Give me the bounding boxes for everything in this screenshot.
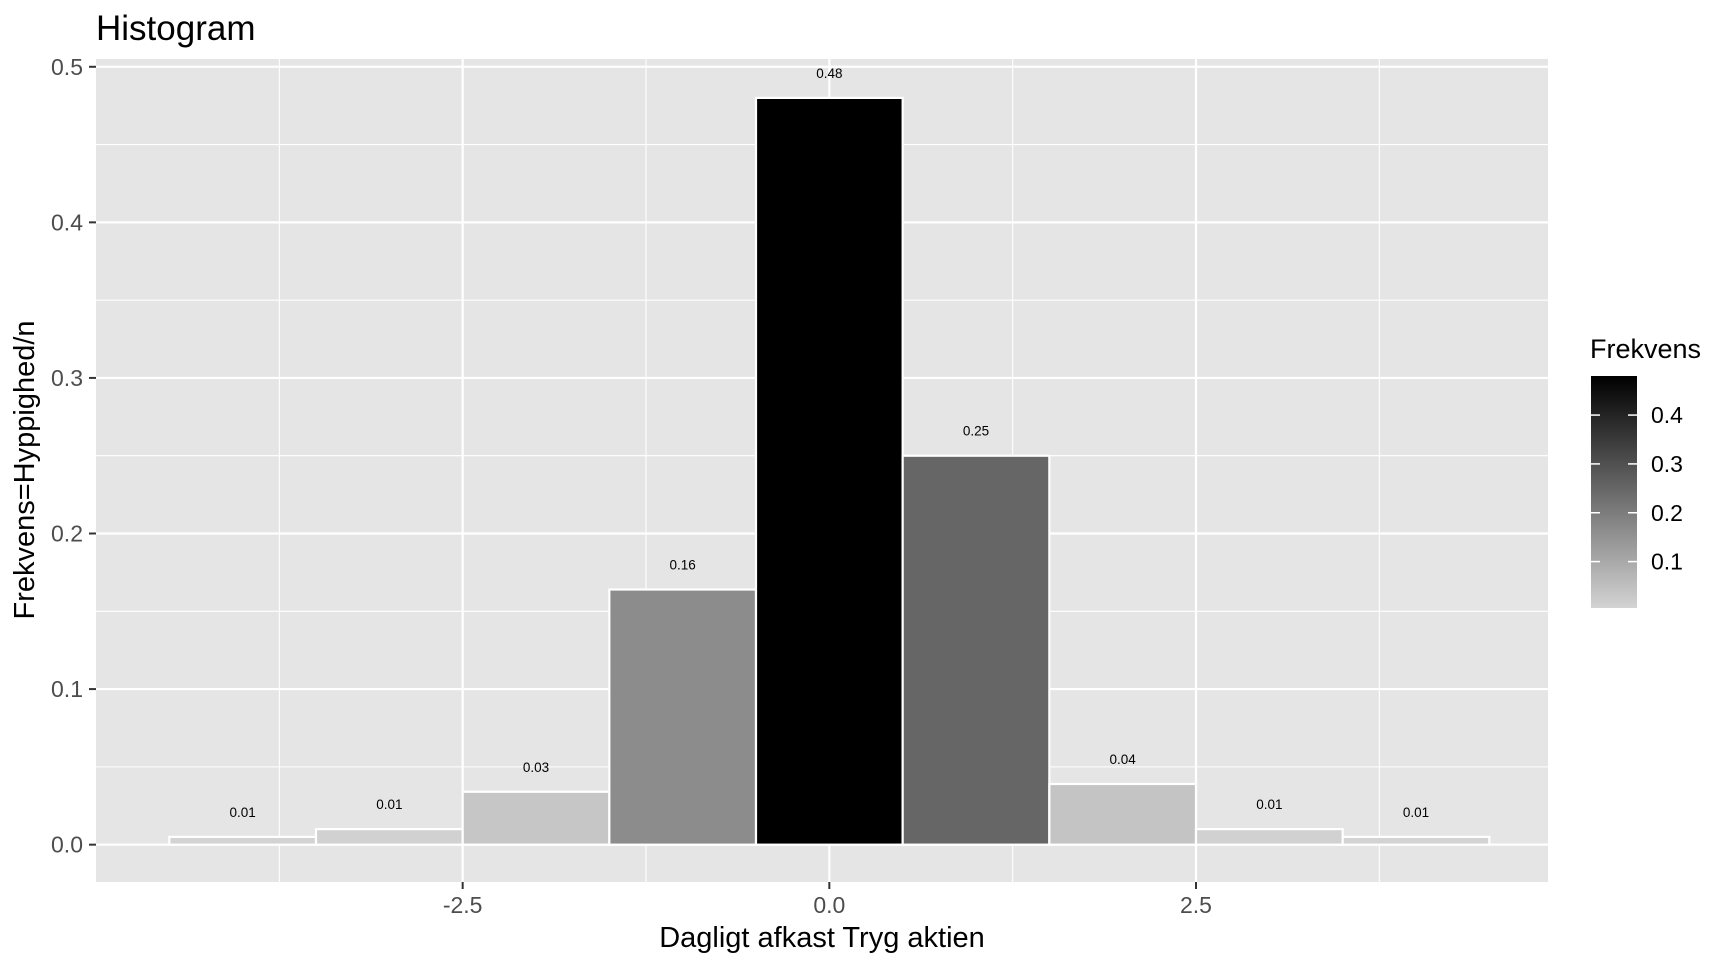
bar-value-label: 0.01 xyxy=(230,805,256,820)
y-tick-label: 0.0 xyxy=(51,832,83,858)
legend-title: Frekvens xyxy=(1590,334,1701,364)
legend-label: 0.3 xyxy=(1651,451,1683,477)
histogram-bar xyxy=(754,96,904,846)
legend-label: 0.4 xyxy=(1651,402,1683,428)
legend-ticks: 0.4 0.3 0.2 0.1 xyxy=(1591,402,1683,575)
legend-label: 0.1 xyxy=(1651,549,1683,575)
bar-value-label: 0.01 xyxy=(1256,797,1282,812)
x-axis: -2.5 0.0 2.5 xyxy=(443,882,1212,918)
bar-value-label: 0.01 xyxy=(1403,805,1429,820)
legend-label: 0.2 xyxy=(1651,500,1683,526)
histogram-bar xyxy=(168,835,318,846)
histogram-bar xyxy=(608,588,758,846)
x-tick-label: 0.0 xyxy=(813,892,845,918)
x-tick-label: 2.5 xyxy=(1180,892,1212,918)
x-tick-label: -2.5 xyxy=(443,892,483,918)
bar-value-label: 0.01 xyxy=(376,797,402,812)
bar-value-labels: 0.01 0.01 0.03 0.16 0.48 0.25 0.04 0.01 0.01 xyxy=(230,66,1430,820)
y-axis-title: Frekvens=Hyppighed/n xyxy=(9,320,41,619)
y-tick-label: 0.5 xyxy=(51,54,83,80)
x-axis-title: Dagligt afkast Tryg aktien xyxy=(659,922,985,954)
y-tick-label: 0.3 xyxy=(51,365,83,391)
histogram-bar xyxy=(901,454,1051,846)
bar-value-label: 0.48 xyxy=(816,66,842,81)
histogram-bar xyxy=(314,828,464,846)
bar-value-label: 0.25 xyxy=(963,424,989,439)
y-axis: 0.0 0.1 0.2 0.3 0.4 0.5 xyxy=(51,54,96,858)
legend-colorbar xyxy=(1591,376,1637,608)
histogram-bar xyxy=(1048,782,1198,846)
bar-value-label: 0.03 xyxy=(523,760,549,775)
histogram-bar xyxy=(1341,835,1491,846)
histogram-bars xyxy=(168,96,1491,846)
color-legend: Frekvens 0.4 0.3 0.2 0.1 xyxy=(1590,334,1701,608)
y-tick-label: 0.4 xyxy=(51,209,83,235)
y-tick-label: 0.2 xyxy=(51,521,83,547)
y-tick-label: 0.1 xyxy=(51,676,83,702)
histogram-bar xyxy=(461,790,611,846)
bar-value-label: 0.04 xyxy=(1110,752,1137,767)
chart-title: Histogram xyxy=(96,9,255,48)
bar-value-label: 0.16 xyxy=(670,558,696,573)
histogram-bar xyxy=(1194,828,1344,846)
